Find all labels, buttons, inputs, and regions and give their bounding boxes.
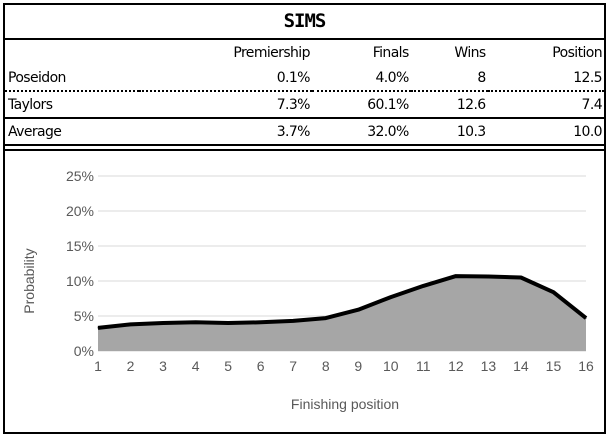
header-premiership: Premiership — [233, 44, 310, 61]
data-point — [390, 296, 392, 298]
x-tick-label: 9 — [354, 358, 362, 374]
area-layer — [97, 274, 588, 351]
data-point — [422, 285, 424, 287]
row-position: 10.0 — [487, 118, 604, 146]
row-wins: 12.6 — [410, 91, 488, 119]
y-tick-label: 15% — [66, 238, 94, 254]
x-tick-label: 13 — [481, 358, 497, 374]
row-name: Average — [5, 118, 139, 146]
x-tick-label: 10 — [383, 358, 399, 374]
y-axis-label: Probability — [21, 248, 37, 313]
x-axis-label: Finishing position — [291, 396, 399, 412]
x-tick-label: 5 — [224, 358, 232, 374]
row-name: Taylors — [5, 91, 139, 119]
row-position: 12.5 — [487, 65, 604, 92]
data-point — [227, 322, 229, 324]
y-tick-label: 10% — [66, 273, 94, 289]
row-finals: 60.1% — [311, 91, 411, 119]
data-point — [552, 291, 554, 293]
chart-area: 0% 5% 10% 15% 20% 25% 1 2 3 4 5 6 7 8 9 10 11 12 13 14 15 16… — [5, 149, 604, 434]
data-point — [260, 321, 262, 323]
y-tick-label: 25% — [66, 168, 94, 184]
row-finals: 32.0% — [311, 118, 411, 146]
data-point — [292, 320, 294, 322]
header-finals: Finals — [372, 44, 410, 61]
row-premiership: 3.7% — [138, 118, 312, 146]
x-tick-label: 12 — [448, 358, 464, 374]
x-tick-label: 6 — [257, 358, 265, 374]
row-premiership: 7.3% — [138, 91, 312, 119]
series-line — [97, 274, 588, 330]
table-row: Taylors 7.3% 60.1% 12.6 7.4 — [5, 91, 604, 119]
y-tick-label: 0% — [74, 343, 94, 359]
table-header-row: Premiership Finals Wins Position — [5, 40, 604, 65]
header-wins: Wins — [454, 44, 486, 61]
data-point — [585, 317, 587, 319]
row-position: 7.4 — [487, 91, 604, 119]
header-position: Position — [552, 44, 602, 61]
x-tick-label: 15 — [546, 358, 562, 374]
x-tick-label: 11 — [416, 358, 431, 374]
x-tick-label: 1 — [94, 358, 102, 374]
probability-chart: 0%5%10%15%20%25% 1 2 3 4 5 6 7 8 9 10 11 12 13 14 15 16… — [21, 168, 594, 412]
y-tick-layer: 0% 5% 10% 15% 20% 25% — [66, 168, 94, 359]
x-tick-label: 3 — [159, 358, 167, 374]
data-point — [455, 275, 457, 277]
header-blank — [5, 40, 139, 65]
data-point — [520, 277, 522, 278]
stats-table: Premiership Finals Wins Position Poseido… — [5, 40, 604, 146]
x-tick-label: 8 — [322, 358, 330, 374]
panel-title: SIMS — [5, 5, 604, 40]
data-point — [162, 322, 164, 324]
data-point — [130, 323, 132, 325]
table-row: Poseidon 0.1% 4.0% 8 12.5 — [5, 65, 604, 92]
x-tick-label: 4 — [192, 358, 200, 374]
row-wins: 8 — [410, 65, 488, 92]
x-tick-label: 16 — [578, 358, 594, 374]
y-tick-label: 5% — [74, 308, 94, 324]
row-premiership: 0.1% — [138, 65, 312, 92]
row-wins: 10.3 — [410, 118, 488, 146]
x-tick-label: 14 — [513, 358, 529, 374]
table-row: Average 3.7% 32.0% 10.3 10.0 — [5, 118, 604, 146]
data-point — [487, 275, 489, 277]
data-point — [357, 309, 359, 311]
data-point — [195, 321, 197, 323]
data-point — [325, 317, 327, 319]
sims-panel: SIMS Premiership Finals Wins Position Po… — [3, 3, 606, 434]
data-point — [97, 327, 99, 329]
area-fill — [98, 276, 586, 351]
y-tick-label: 20% — [66, 203, 94, 219]
row-finals: 4.0% — [311, 65, 411, 92]
x-tick-layer: 1 2 3 4 5 6 7 8 9 10 11 12 13 14 15 16 — [94, 358, 594, 374]
x-tick-label: 7 — [289, 358, 297, 374]
x-tick-label: 2 — [127, 358, 135, 374]
row-name: Poseidon — [5, 65, 139, 92]
